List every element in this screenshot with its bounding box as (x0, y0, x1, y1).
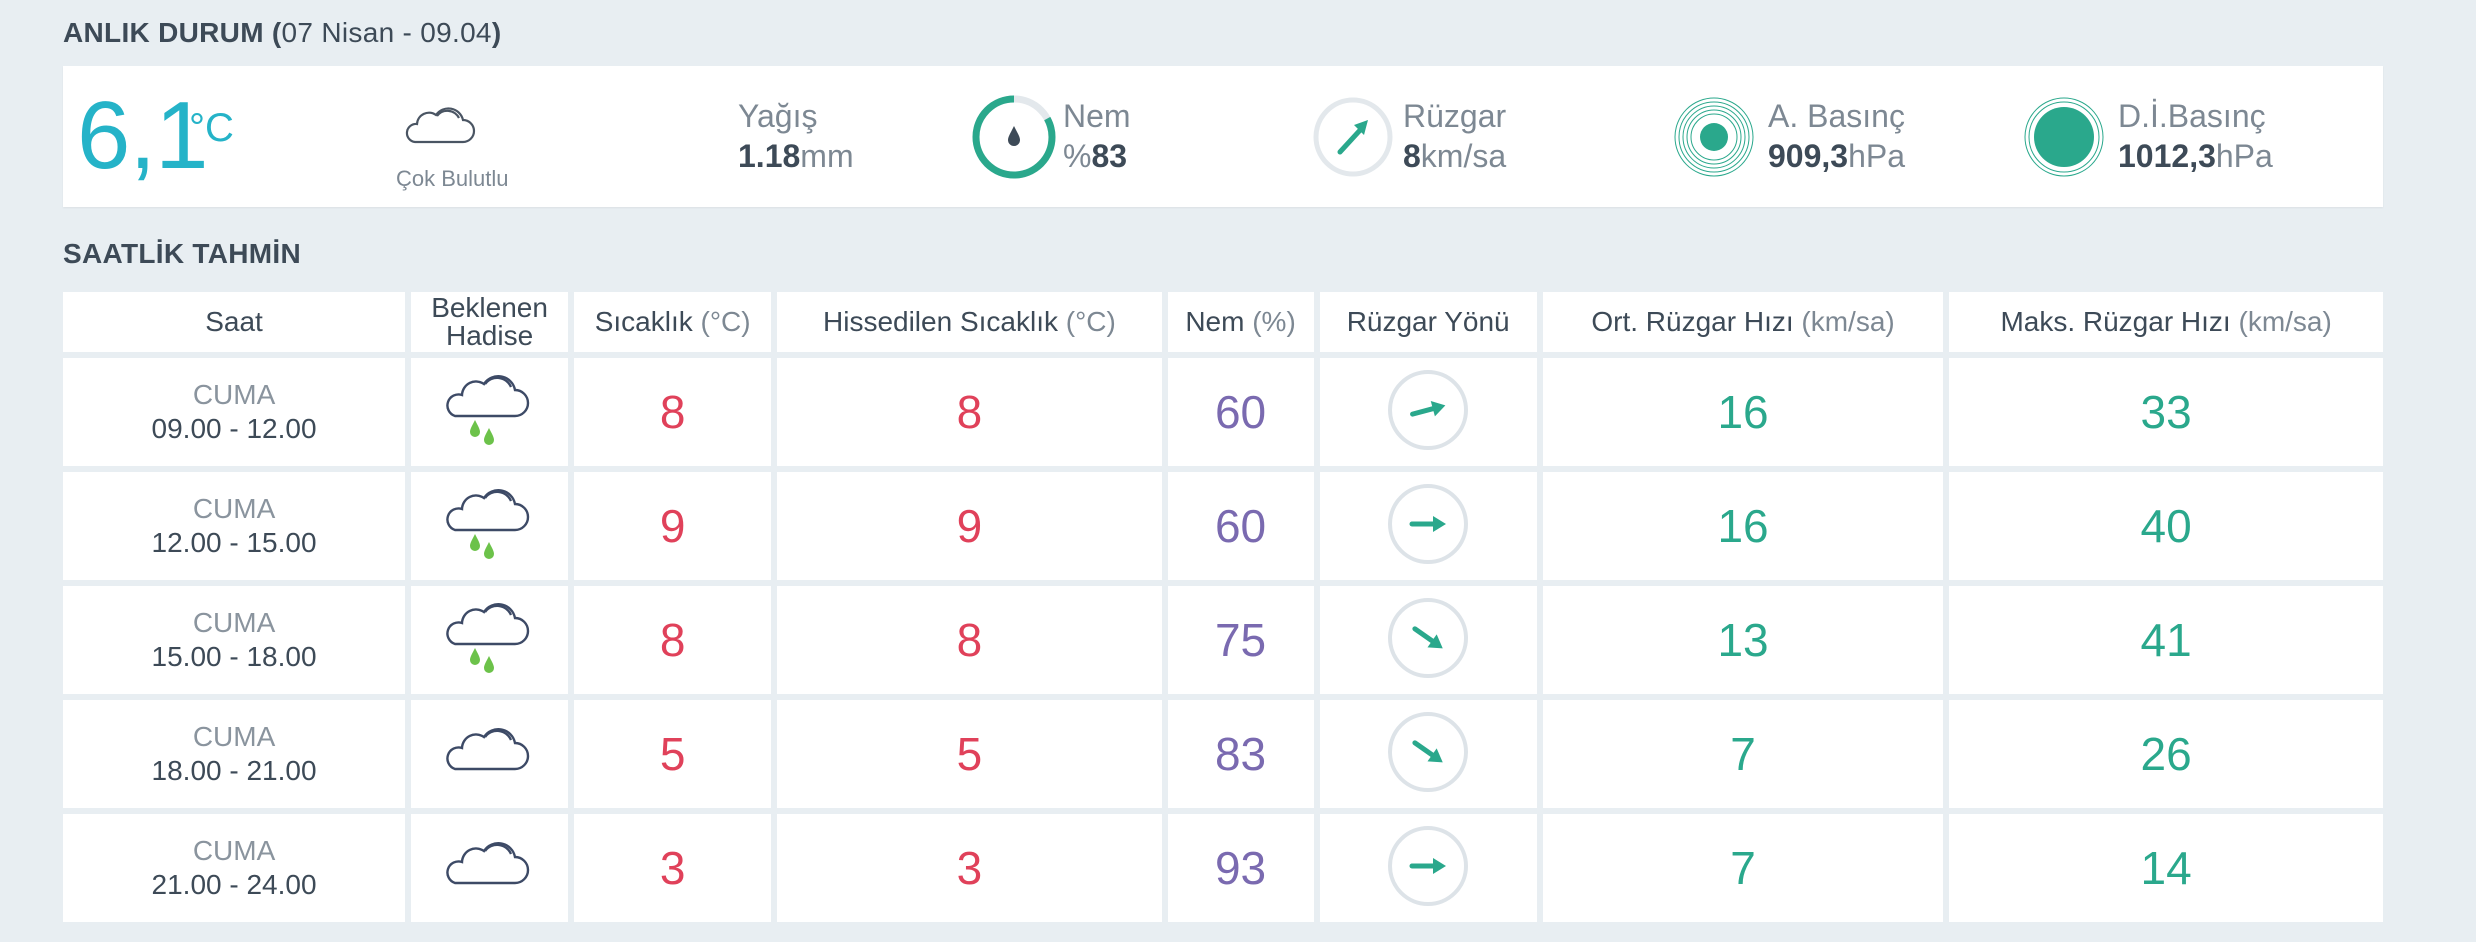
header-ort-ruzgar: Ort. Rüzgar Hızı (km/sa) (1542, 292, 1944, 352)
precipitation-block: Yağış 1.18mm (738, 98, 854, 174)
condition-label: Çok Bulutlu (396, 166, 509, 191)
wind-block: Rüzgar 8km/sa (1403, 98, 1507, 174)
max-wind-cell: 14 (1949, 814, 2383, 922)
hour-range: 09.00 - 12.00 (151, 413, 317, 444)
table-row: CUMA 15.00 - 18.00 8 8 75 13 41 (63, 586, 2383, 694)
weather-icon-cell (411, 814, 569, 922)
weather-icon-cell (411, 700, 569, 808)
cloudy-icon (401, 106, 477, 151)
cloudy-icon (445, 841, 535, 897)
wind-direction-icon (1310, 94, 1396, 185)
wind-direction-cell (1319, 814, 1537, 922)
header-maks-ruzgar: Maks. Rüzgar Hızı (km/sa) (1949, 292, 2383, 352)
avg-wind-cell: 16 (1542, 472, 1944, 580)
header-saat: Saat (63, 292, 406, 352)
rain-cloud-icon (445, 374, 535, 452)
humidity-cell: 83 (1167, 700, 1314, 808)
temperature-unit: °C (189, 106, 234, 150)
feels-like-cell: 9 (777, 472, 1162, 580)
hour-range: 12.00 - 15.00 (151, 527, 317, 558)
header-sicaklik: Sıcaklık (°C) (574, 292, 772, 352)
hour-range: 18.00 - 21.00 (151, 755, 317, 786)
hour-range: 15.00 - 18.00 (151, 641, 317, 672)
feels-like-cell: 8 (777, 586, 1162, 694)
arrow-southeast-icon (1386, 710, 1470, 799)
arrow-southeast-icon (1386, 596, 1470, 685)
avg-wind-cell: 7 (1542, 700, 1944, 808)
day-label: CUMA (192, 379, 276, 410)
avg-wind-cell: 7 (1542, 814, 1944, 922)
day-label: CUMA (192, 721, 276, 752)
header-nem: Nem (%) (1167, 292, 1314, 352)
table-header-row: Saat Beklenen Hadise Sıcaklık (°C) Hissed… (63, 292, 2383, 352)
wind-direction-cell (1319, 700, 1537, 808)
humidity-cell: 75 (1167, 586, 1314, 694)
avg-wind-cell: 13 (1542, 586, 1944, 694)
humidity-gauge-icon (971, 94, 1057, 185)
time-cell: CUMA 12.00 - 15.00 (63, 472, 406, 580)
weather-icon-cell (411, 586, 569, 694)
temperature-cell: 3 (574, 814, 772, 922)
sea-pressure-block: D.İ.Basınç 1012,3hPa (2118, 98, 2273, 174)
temperature-cell: 8 (574, 358, 772, 466)
max-wind-cell: 26 (1949, 700, 2383, 808)
sea-level-pressure-icon (2021, 94, 2107, 185)
table-row: CUMA 12.00 - 15.00 9 9 60 16 40 (63, 472, 2383, 580)
wind-direction-cell (1319, 472, 1537, 580)
day-label: CUMA (192, 835, 276, 866)
humidity-cell: 60 (1167, 472, 1314, 580)
max-wind-cell: 40 (1949, 472, 2383, 580)
time-cell: CUMA 09.00 - 12.00 (63, 358, 406, 466)
arrow-east-northeast-icon (1386, 368, 1470, 457)
hourly-title: SAATLİK TAHMİN (63, 238, 302, 269)
humidity-cell: 60 (1167, 358, 1314, 466)
current-title: ANLIK DURUM (07 Nisan - 09.04) (63, 17, 502, 48)
feels-like-cell: 3 (777, 814, 1162, 922)
temperature-cell: 5 (574, 700, 772, 808)
time-cell: CUMA 21.00 - 24.00 (63, 814, 406, 922)
max-wind-cell: 41 (1949, 586, 2383, 694)
header-ruzgar-yonu: Rüzgar Yönü (1319, 292, 1537, 352)
arrow-east-icon (1386, 824, 1470, 913)
table-row: CUMA 21.00 - 24.00 3 3 93 7 14 (63, 814, 2383, 922)
cloudy-icon (445, 727, 535, 783)
temperature-cell: 8 (574, 586, 772, 694)
hourly-forecast-table: Saat Beklenen Hadise Sıcaklık (°C) Hissed… (57, 286, 2389, 928)
feels-like-cell: 8 (777, 358, 1162, 466)
hour-range: 21.00 - 24.00 (151, 869, 317, 900)
arrow-east-icon (1386, 482, 1470, 571)
table-row: CUMA 18.00 - 21.00 5 5 83 7 26 (63, 700, 2383, 808)
rain-cloud-icon (445, 602, 535, 680)
humidity-cell: 93 (1167, 814, 1314, 922)
weather-icon-cell (411, 358, 569, 466)
weather-icon-cell (411, 472, 569, 580)
current-conditions-card: 6,1 °C Çok Bulutlu Yağış 1.18mm Nem %83 (63, 66, 2383, 207)
rain-cloud-icon (445, 488, 535, 566)
current-temperature: 6,1 (77, 82, 208, 189)
temperature-cell: 9 (574, 472, 772, 580)
day-label: CUMA (192, 607, 276, 638)
header-hadise: Beklenen Hadise (411, 292, 569, 352)
pressure-block: A. Basınç 909,3hPa (1768, 98, 1906, 174)
max-wind-cell: 33 (1949, 358, 2383, 466)
time-cell: CUMA 18.00 - 21.00 (63, 700, 406, 808)
table-row: CUMA 09.00 - 12.00 8 8 60 16 33 (63, 358, 2383, 466)
wind-direction-cell (1319, 586, 1537, 694)
feels-like-cell: 5 (777, 700, 1162, 808)
time-cell: CUMA 15.00 - 18.00 (63, 586, 406, 694)
avg-wind-cell: 16 (1542, 358, 1944, 466)
wind-direction-cell (1319, 358, 1537, 466)
header-hissedilen: Hissedilen Sıcaklık (°C) (777, 292, 1162, 352)
pressure-icon (1671, 94, 1757, 185)
day-label: CUMA (192, 493, 276, 524)
humidity-block: Nem %83 (1063, 98, 1131, 174)
